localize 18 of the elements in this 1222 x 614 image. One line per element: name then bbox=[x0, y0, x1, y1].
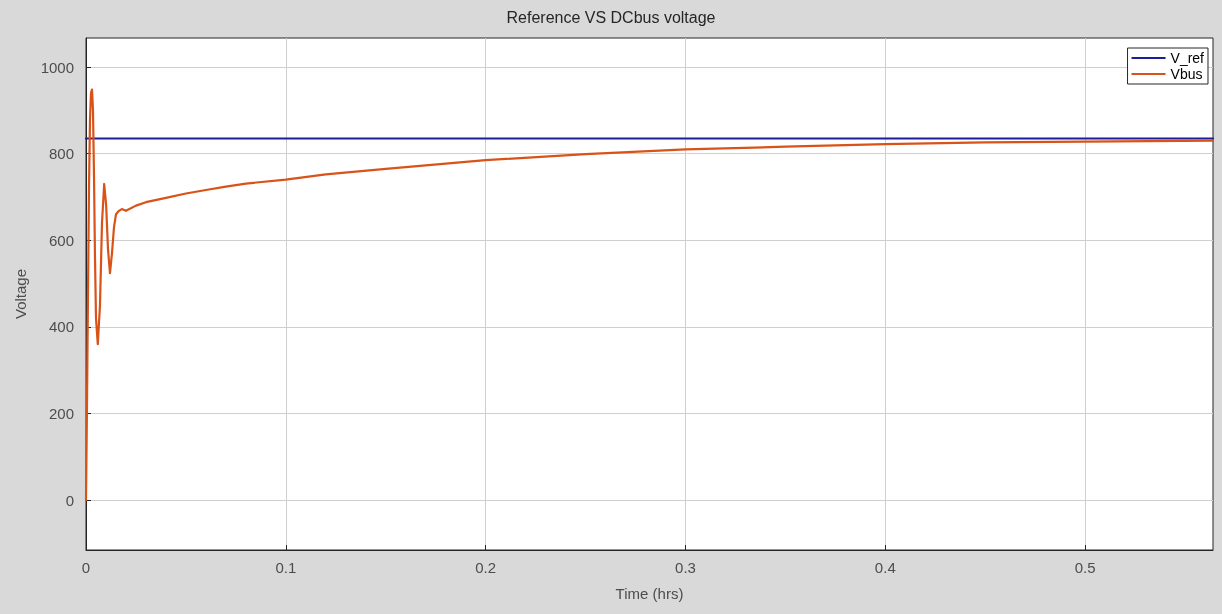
x-axis-title: Time (hrs) bbox=[615, 585, 684, 602]
y-tick-label: 1000 bbox=[40, 58, 74, 76]
x-tick-label: 0 bbox=[81, 559, 91, 576]
y-tick-label: 0 bbox=[65, 491, 74, 509]
legend-label: V_ref bbox=[1170, 50, 1205, 66]
legend-label: Vbus bbox=[1170, 66, 1203, 82]
x-tick-label: 0.5 bbox=[1074, 559, 1096, 576]
y-axis-title: Voltage bbox=[12, 268, 29, 320]
x-tick-label: 0.4 bbox=[874, 559, 896, 576]
x-tick-label: 0.3 bbox=[675, 559, 696, 576]
chart-title: Reference VS DCbus voltage bbox=[506, 8, 716, 26]
y-tick-label: 400 bbox=[48, 318, 74, 336]
x-tick-label: 0.1 bbox=[275, 559, 297, 576]
line-series bbox=[84, 88, 1215, 502]
x-tick-label: 0.2 bbox=[475, 559, 497, 576]
y-tick-label: 600 bbox=[48, 231, 74, 249]
y-tick-label: 800 bbox=[48, 145, 74, 163]
y-tick-label: 200 bbox=[48, 405, 74, 423]
